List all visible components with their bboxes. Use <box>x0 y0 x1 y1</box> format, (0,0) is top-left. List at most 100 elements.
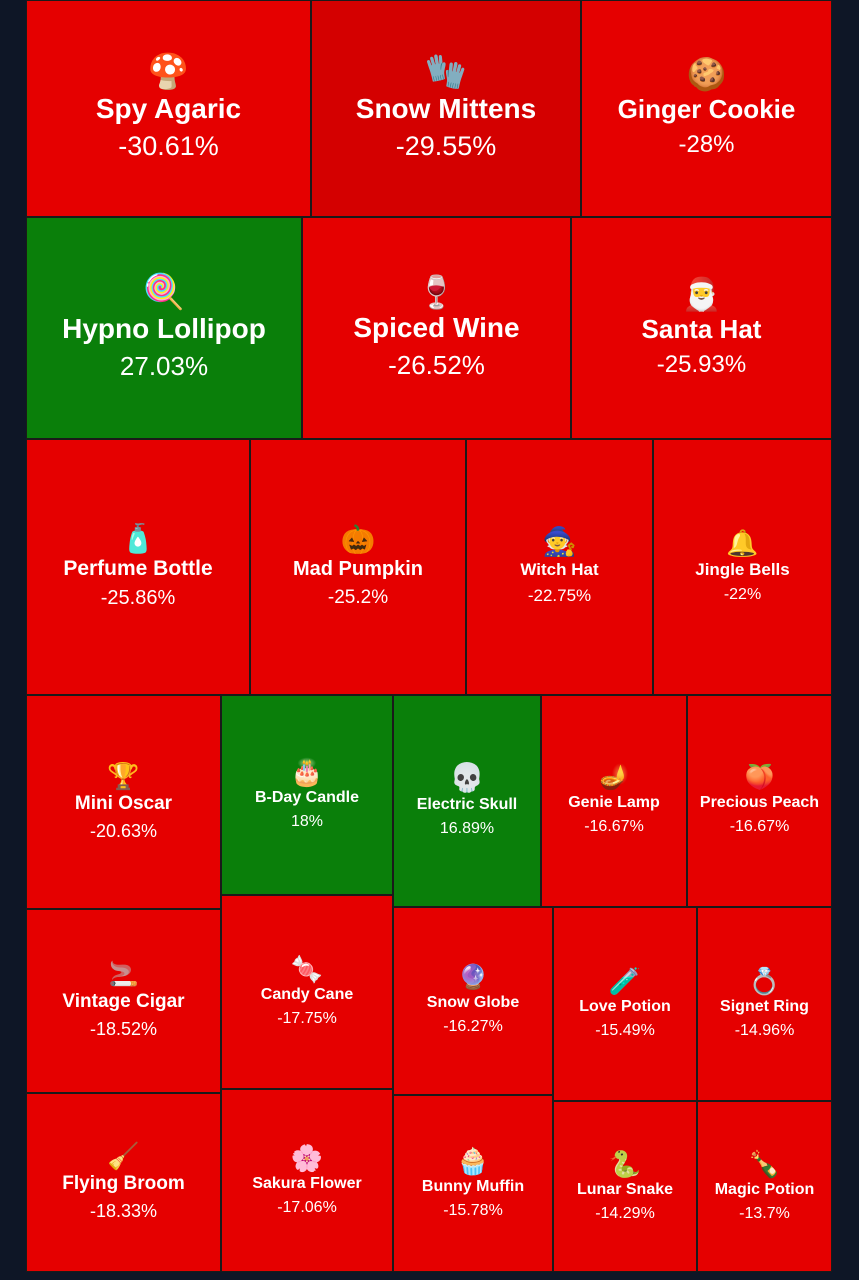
treemap-tile[interactable]: 🏆 Mini Oscar -20.63% <box>26 695 221 909</box>
tile-name: Perfume Bottle <box>63 556 213 580</box>
tile-change-label: -25.93% <box>656 350 747 378</box>
tile-name: Snow Globe <box>426 994 520 1011</box>
perfume-icon: 🧴 <box>120 522 156 554</box>
treemap-tile[interactable]: 🍬 Candy Cane -17.75% <box>221 895 393 1089</box>
ring-icon: 💍 <box>748 966 781 996</box>
tile-name: Precious Peach <box>699 794 820 811</box>
lamp-icon: 🪔 <box>599 764 629 791</box>
treemap-tile[interactable]: 🎅 Santa Hat -25.93% <box>571 217 832 439</box>
gingerbread-icon: 🍪 <box>686 56 727 92</box>
tile-name: Love Potion <box>579 998 671 1015</box>
cigar-icon: 🚬 <box>108 960 139 988</box>
tile-name: Spy Agaric <box>95 93 242 124</box>
tile-name: Magic Potion <box>714 1180 815 1198</box>
treemap-tile[interactable]: 🧁 Bunny Muffin -15.78% <box>393 1095 553 1272</box>
tile-change-label: -18.33% <box>89 1201 158 1221</box>
tile-change-label: -20.63% <box>89 820 158 841</box>
witch-hat-icon: 🧙 <box>542 526 577 557</box>
tile-change-label: -28% <box>678 131 735 158</box>
tile-change-label: -22.75% <box>527 586 592 605</box>
peach-icon: 🍑 <box>744 764 775 791</box>
treemap-tile[interactable]: 💀 Electric Skull 16.89% <box>393 695 541 907</box>
tile-change-label: 27.03% <box>119 350 209 381</box>
tile-change-label: -16.27% <box>443 1018 503 1035</box>
lollipop-icon: 🍭 <box>142 272 186 311</box>
wine-glass-icon: 🍷 <box>416 273 457 310</box>
treemap-tile[interactable]: 🍄 Spy Agaric -30.61% <box>26 0 311 217</box>
tile-change-label: -15.78% <box>443 1201 503 1219</box>
treemap-tile[interactable]: 🚬 Vintage Cigar -18.52% <box>26 909 221 1093</box>
treemap-tile[interactable]: 🎃 Mad Pumpkin -25.2% <box>250 439 466 695</box>
tile-change-label: -15.49% <box>595 1022 655 1039</box>
tile-change-label: -14.96% <box>734 1022 795 1039</box>
santa-hat-icon: 🎅 <box>681 275 722 312</box>
broom-icon: 🧹 <box>107 1141 140 1171</box>
treemap-tile[interactable]: 🪔 Genie Lamp -16.67% <box>541 695 687 907</box>
treemap-tile[interactable]: 🍾 Magic Potion -13.7% <box>697 1101 832 1272</box>
tile-name: Candy Cane <box>260 986 354 1003</box>
tile-change-label: -13.7% <box>739 1204 790 1222</box>
tile-name: Electric Skull <box>416 796 518 813</box>
treemap-tile[interactable]: 🧪 Love Potion -15.49% <box>553 907 697 1101</box>
treemap-tile[interactable]: 🐍 Lunar Snake -14.29% <box>553 1101 697 1272</box>
treemap-tile[interactable]: 🧤 Snow Mittens -29.55% <box>311 0 581 217</box>
tile-change-label: -16.67% <box>729 818 790 835</box>
mushroom-icon: 🍄 <box>147 53 190 91</box>
treemap-tile[interactable]: 🍭 Hypno Lollipop 27.03% <box>26 217 302 439</box>
tile-name: Bunny Muffin <box>421 1177 525 1195</box>
tile-name: Witch Hat <box>520 560 599 579</box>
tile-change-label: -26.52% <box>388 349 485 380</box>
tile-name: Jingle Bells <box>695 560 790 579</box>
tile-change-label: -25.86% <box>100 586 176 609</box>
tile-name: Vintage Cigar <box>62 990 185 1012</box>
tile-name: Spiced Wine <box>353 311 520 343</box>
treemap-tile[interactable]: 🧴 Perfume Bottle -25.86% <box>26 439 250 695</box>
treemap-tile[interactable]: 🧹 Flying Broom -18.33% <box>26 1093 221 1272</box>
candy-cane-icon: 🍬 <box>290 954 324 984</box>
treemap-chart: 🍄 Spy Agaric -30.61% 🧤 Snow Mittens -29.55% 🍪 G… <box>26 0 832 1272</box>
tile-name: Hypno Lollipop <box>62 312 266 344</box>
tile-name: Sakura Flower <box>252 1174 362 1192</box>
treemap-tile[interactable]: 🍷 Spiced Wine -26.52% <box>302 217 571 439</box>
potion-bottle-icon: 🍾 <box>748 1148 781 1179</box>
pumpkin-icon: 🎃 <box>340 523 376 555</box>
tile-change-label: -17.75% <box>277 1010 337 1027</box>
treemap-tile[interactable]: 🍑 Precious Peach -16.67% <box>687 695 832 907</box>
tile-change-label: 18% <box>290 813 324 830</box>
treemap-tile[interactable]: 🧙 Witch Hat -22.75% <box>466 439 653 695</box>
tile-name: Mini Oscar <box>74 792 173 814</box>
tile-change-label: 16.89% <box>439 820 495 837</box>
tile-change-label: -16.67% <box>584 818 644 835</box>
tile-change-label: -14.29% <box>595 1204 655 1222</box>
tile-name: Lunar Snake <box>576 1180 674 1198</box>
tile-name: Santa Hat <box>641 313 762 344</box>
trophy-icon: 🏆 <box>107 760 140 791</box>
treemap-tile[interactable]: 🔔 Jingle Bells -22% <box>653 439 832 695</box>
potion-icon: 🧪 <box>608 966 642 996</box>
tile-name: Mad Pumpkin <box>292 557 423 580</box>
tile-change-label: -25.2% <box>327 586 389 608</box>
snake-icon: 🐍 <box>608 1148 642 1179</box>
tile-name: Signet Ring <box>720 998 809 1015</box>
bells-icon: 🔔 <box>726 528 759 558</box>
tile-name: B-Day Candle <box>254 789 360 806</box>
cake-icon: 🎂 <box>290 757 324 787</box>
treemap-tile[interactable]: 🌸 Sakura Flower -17.06% <box>221 1089 393 1272</box>
treemap-tile[interactable]: 🍪 Ginger Cookie -28% <box>581 0 832 217</box>
flower-icon: 🌸 <box>290 1142 324 1173</box>
tile-change-label: -17.06% <box>277 1198 337 1216</box>
skull-icon: 💀 <box>449 762 485 793</box>
tile-change-label: -29.55% <box>395 131 497 161</box>
snow-globe-icon: 🔮 <box>458 964 488 991</box>
tile-change-label: -18.52% <box>89 1018 158 1039</box>
mittens-icon: 🧤 <box>424 53 468 91</box>
tile-name: Ginger Cookie <box>617 94 796 124</box>
treemap-tile[interactable]: 💍 Signet Ring -14.96% <box>697 907 832 1101</box>
treemap-tile[interactable]: 🔮 Snow Globe -16.27% <box>393 907 553 1095</box>
tile-change-label: -22% <box>723 586 762 603</box>
treemap-tile[interactable]: 🎂 B-Day Candle 18% <box>221 695 393 895</box>
tile-change-label: -30.61% <box>118 131 219 161</box>
tile-name: Snow Mittens <box>355 93 537 124</box>
tile-name: Genie Lamp <box>568 794 660 811</box>
tile-name: Flying Broom <box>62 1173 185 1194</box>
